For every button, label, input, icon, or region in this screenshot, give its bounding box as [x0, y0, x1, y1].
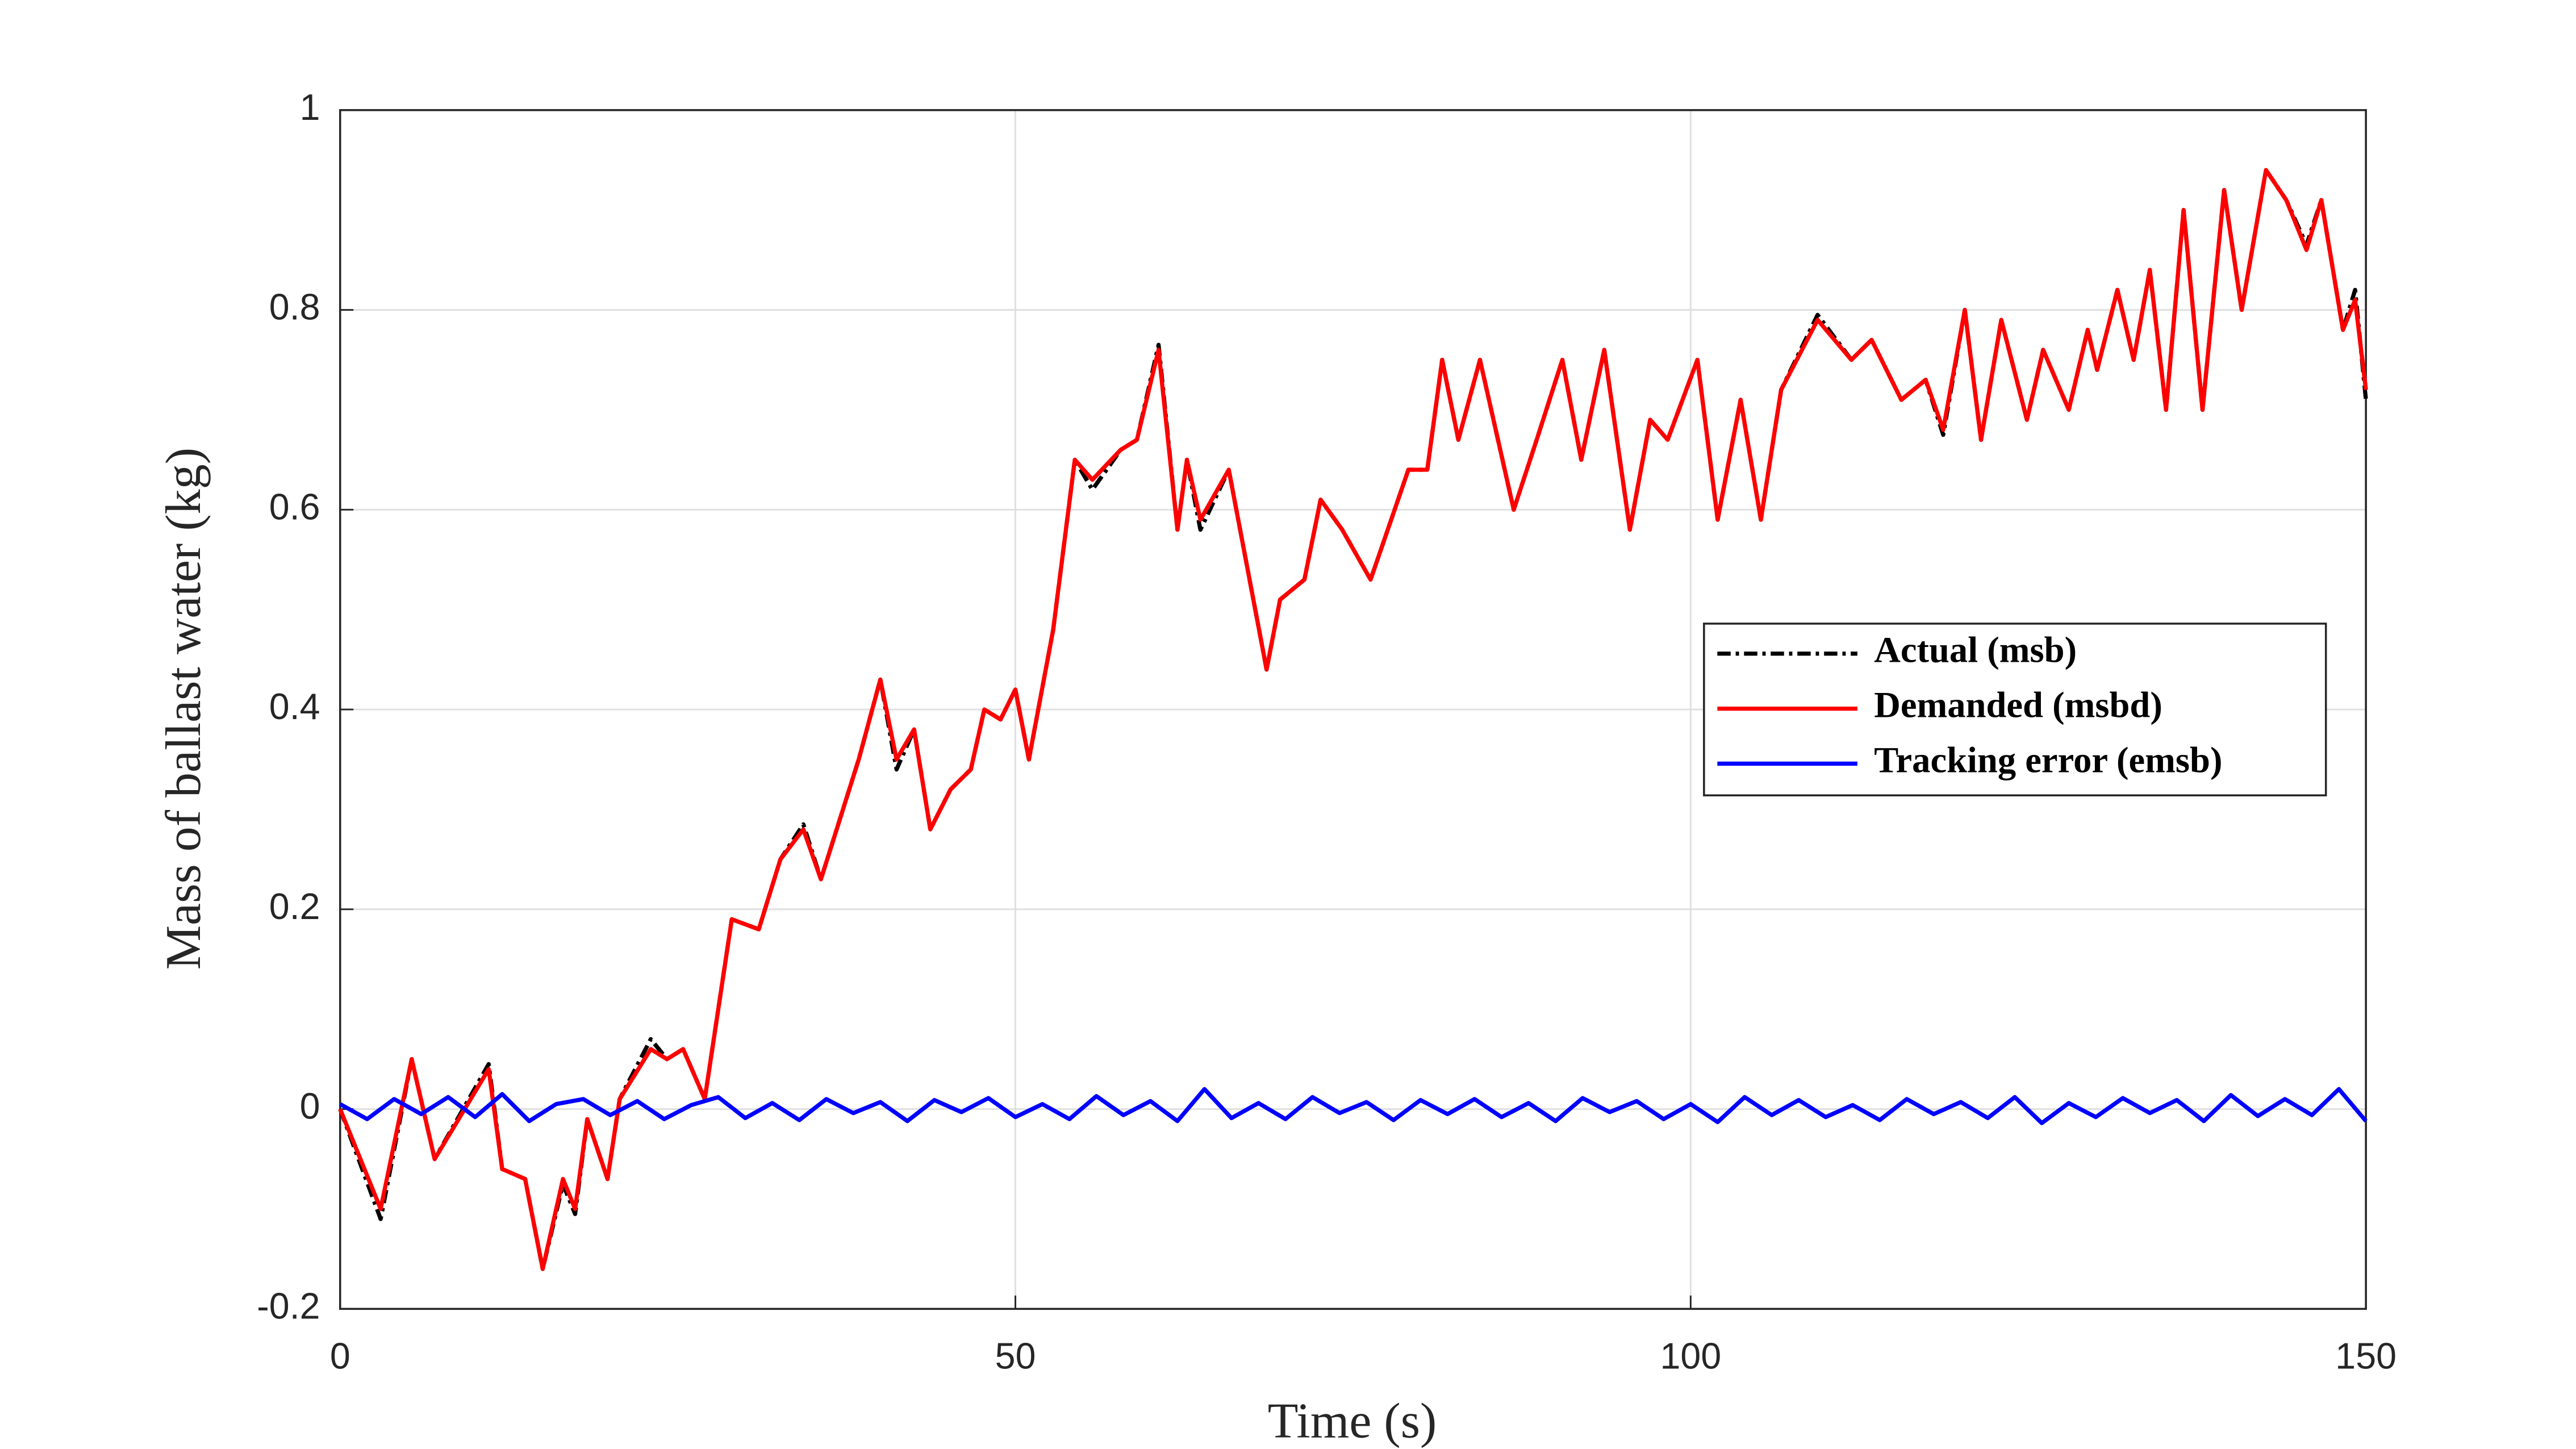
x-tick-label: 50 [995, 1335, 1036, 1376]
y-tick-label: 0.8 [269, 287, 320, 328]
x-tick-label: 100 [1660, 1335, 1722, 1376]
y-tick-label: 1 [300, 87, 320, 128]
legend-label: Tracking error (emsb) [1874, 739, 2222, 780]
x-tick-label: 0 [330, 1335, 350, 1376]
y-tick-label: 0.6 [269, 486, 320, 527]
y-tick-label: 0.4 [269, 686, 320, 727]
y-tick-label: -0.2 [257, 1285, 320, 1326]
legend-label: Demanded (msbd) [1874, 684, 2162, 725]
y-axis-label: Mass of ballast water (kg) [156, 448, 211, 970]
data-line [339, 1087, 2368, 1125]
axes-box [339, 109, 2367, 1310]
y-tick-label: 0 [300, 1086, 320, 1127]
legend-label: Actual (msb) [1874, 629, 2077, 670]
data-line [338, 168, 2368, 1271]
x-tick-label: 150 [2335, 1335, 2397, 1376]
x-axis-label: Time (s) [1268, 1393, 1437, 1448]
y-tick-label: 0.2 [269, 886, 320, 927]
